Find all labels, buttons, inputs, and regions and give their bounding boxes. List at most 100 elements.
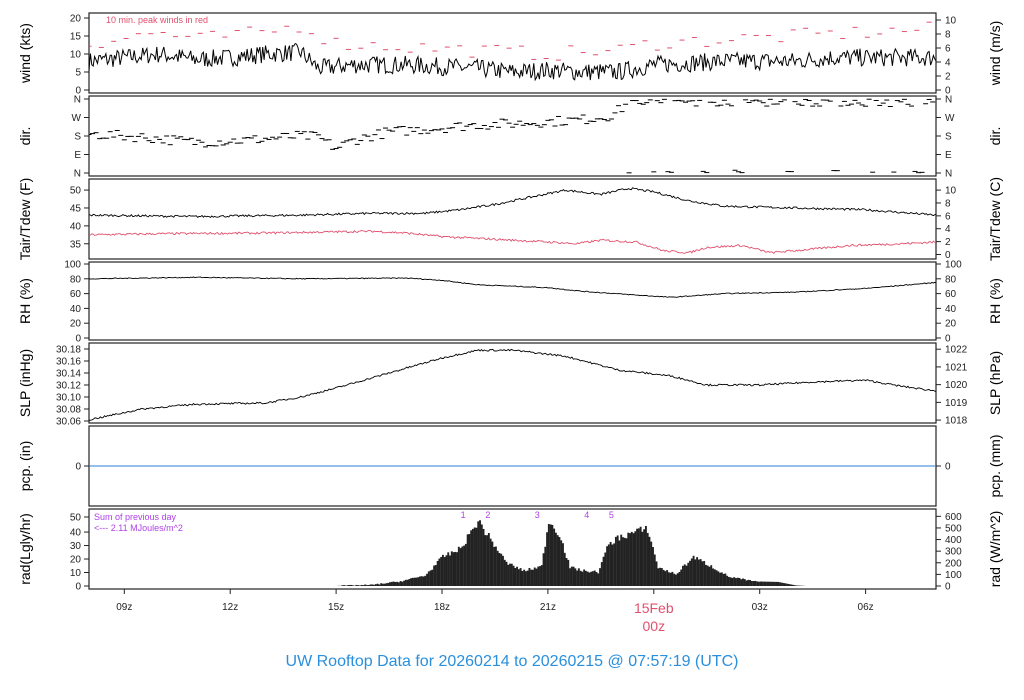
rad-bar [463,545,466,586]
rad-bar [475,527,478,586]
slp-ylabel: SLP (inHg) [17,349,33,417]
rad-bar [666,570,669,586]
rad-bar [636,528,639,586]
rad-bar [482,528,485,586]
left-tick-label: 100 [64,260,81,271]
rad-bar [466,534,469,586]
rad-bar [604,552,607,586]
rad-bar [722,573,725,586]
rad-bar [787,584,790,586]
rad-bar [720,572,723,586]
rad-bar [756,581,759,586]
right-tick-label: N [945,169,952,180]
right-tick-label: 1020 [945,380,968,391]
rad-bar [590,571,593,586]
rad-bar [420,576,423,586]
rad-bar [793,585,796,586]
right-tick-label: 1021 [945,362,968,373]
rad-bar [652,547,654,586]
chart-title: UW Rooftop Data for 20260214 to 20260215… [286,653,739,670]
rad-bar [648,536,651,586]
rad-bar [713,569,716,586]
rad-bar [613,543,616,586]
rad-bar [373,584,376,586]
rad-bar [630,531,633,586]
left-tick-label: 15 [70,32,82,43]
rad-bar [502,555,504,586]
rad-bar [611,544,614,586]
panel-rh: RH (%) RH (%) 0 20 40 60 80 100 0 20 40 60 80 100 [17,260,1003,345]
rad-bar [443,557,446,586]
rad-bar [764,581,767,586]
left-tick-label: 35 [70,239,82,250]
rad-bar [542,553,545,586]
slp-series [89,348,936,421]
panel-temp: Tair/Tdew (F) Tair/Tdew (C) 35 40 45 50 0 2 4 6 81… [17,177,1003,261]
rad-bar [657,568,660,586]
left-tick-label: 30.16 [56,357,81,368]
left-tick-label: 40 [70,221,82,232]
rad-ylabel-right: rad (W/m^2) [987,511,1003,588]
rad-bar [540,565,543,586]
right-tick-label: S [945,132,952,143]
right-tick-label: 40 [945,304,957,315]
rad-bar [620,534,623,586]
rad-bar [341,585,344,586]
rad-bar [553,528,556,586]
x-tick-label: 15z [328,602,344,613]
rad-bar [547,524,550,586]
left-tick-label: 0 [75,462,81,473]
rad-bar [616,535,619,586]
rad-bar [574,568,577,586]
left-tick-label: 45 [70,203,82,214]
rad-bar [659,567,661,586]
rad-bar [431,569,434,586]
rad-bar [770,581,773,586]
rad-bar [599,568,601,586]
rad-bar [406,579,409,586]
rad-bar [355,584,358,586]
pcp-ylabel-right: pcp. (mm) [987,435,1003,498]
rad-bar [637,528,640,586]
rad-bar [390,581,393,586]
right-tick-label: E [945,150,952,161]
rad-bar [544,546,547,586]
rad-bar [500,553,503,586]
right-tick-label: 300 [945,547,962,558]
panel-wind: wind (kts) wind (m/s) 0 5 10 15 20 0 2 4 6 8 10 10 mi… [17,12,1003,97]
rad-bar [516,566,519,586]
rh-series [89,276,936,298]
rad-bar [653,554,656,586]
rad-bar [676,573,679,586]
rad-bar [717,571,720,586]
rad-bar [419,576,421,586]
right-tick-label: 2 [945,237,951,248]
left-tick-label: N [74,95,81,106]
right-tick-label: 0 [945,582,951,593]
left-tick-label: 80 [70,274,82,285]
rad-bar [584,570,587,586]
left-tick-label: 20 [70,14,82,25]
left-tick-label: 30.14 [56,369,81,380]
rad-bar [581,571,584,586]
left-tick-label: 30.10 [56,393,81,404]
rad-bar [572,566,575,586]
rad-bar [346,585,349,586]
rad-bar [486,535,489,586]
rad-bar [376,583,379,586]
x-tick-label: 06z [858,602,874,613]
left-tick-label: 30.18 [56,345,81,356]
left-tick-label: 50 [70,513,82,524]
right-tick-label: 100 [945,260,962,271]
rad-bar [551,524,554,586]
right-tick-label: 400 [945,535,962,546]
rad-bar [634,531,637,586]
left-tick-label: E [74,150,81,161]
rad-bar [521,570,524,586]
rad-bar [742,578,744,586]
rad-marker: 5 [609,510,614,520]
rad-bar [563,552,566,586]
dir-ylabel-right: dir. [987,127,1003,146]
rad-bar [360,584,363,586]
rad-bar [667,572,670,586]
